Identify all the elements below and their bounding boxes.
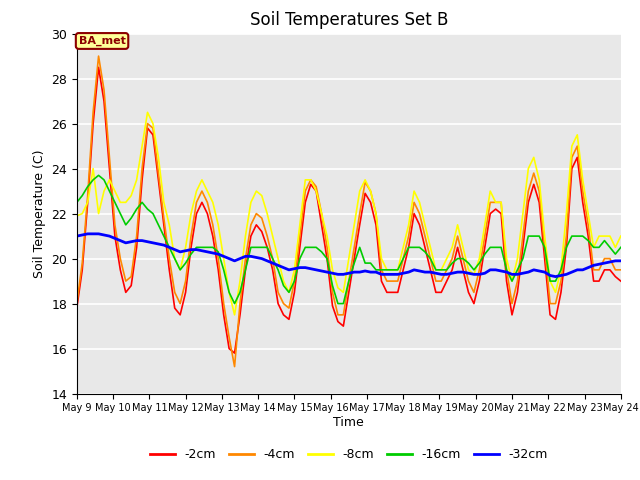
X-axis label: Time: Time [333, 416, 364, 429]
-8cm [334, 285, 342, 291]
-4cm [231, 364, 239, 370]
-32cm [617, 258, 625, 264]
Line: -2cm: -2cm [77, 67, 621, 353]
-4cm [116, 256, 124, 262]
-16cm [492, 244, 500, 250]
-2cm [492, 206, 500, 212]
-32cm [84, 231, 92, 237]
-2cm [617, 278, 625, 284]
-2cm [116, 267, 124, 273]
-2cm [334, 319, 342, 324]
-16cm [465, 260, 472, 266]
Line: -16cm: -16cm [77, 175, 621, 303]
-8cm [214, 222, 222, 228]
-4cm [73, 300, 81, 306]
-2cm [73, 305, 81, 311]
-16cm [231, 300, 239, 306]
Line: -4cm: -4cm [77, 56, 621, 367]
Title: Soil Temperatures Set B: Soil Temperatures Set B [250, 11, 448, 29]
-8cm [492, 200, 500, 205]
-32cm [552, 274, 559, 279]
-2cm [410, 211, 418, 216]
-4cm [410, 200, 418, 205]
Text: BA_met: BA_met [79, 36, 125, 46]
Line: -8cm: -8cm [77, 112, 621, 315]
-32cm [404, 269, 412, 275]
-16cm [410, 244, 418, 250]
-8cm [231, 312, 239, 318]
-8cm [617, 233, 625, 239]
-8cm [465, 267, 472, 273]
-4cm [334, 312, 342, 318]
-16cm [334, 300, 342, 306]
-4cm [465, 278, 472, 284]
-32cm [73, 233, 81, 239]
-8cm [143, 109, 151, 115]
-2cm [214, 267, 222, 273]
-8cm [111, 188, 119, 194]
-16cm [617, 244, 625, 250]
-4cm [617, 267, 625, 273]
-32cm [460, 269, 467, 275]
-16cm [116, 211, 124, 216]
Y-axis label: Soil Temperature (C): Soil Temperature (C) [33, 149, 45, 278]
-2cm [231, 350, 239, 356]
-2cm [465, 289, 472, 295]
-4cm [95, 53, 102, 59]
-32cm [116, 238, 124, 243]
-16cm [95, 172, 102, 178]
-4cm [492, 200, 500, 205]
-32cm [329, 270, 337, 276]
-8cm [73, 213, 81, 219]
-32cm [486, 267, 494, 273]
-4cm [214, 256, 222, 262]
-2cm [95, 64, 102, 70]
-16cm [73, 200, 81, 205]
Legend: -2cm, -4cm, -8cm, -16cm, -32cm: -2cm, -4cm, -8cm, -16cm, -32cm [145, 443, 553, 466]
Line: -32cm: -32cm [77, 234, 621, 276]
-8cm [410, 188, 418, 194]
-16cm [214, 249, 222, 255]
-32cm [214, 251, 222, 257]
